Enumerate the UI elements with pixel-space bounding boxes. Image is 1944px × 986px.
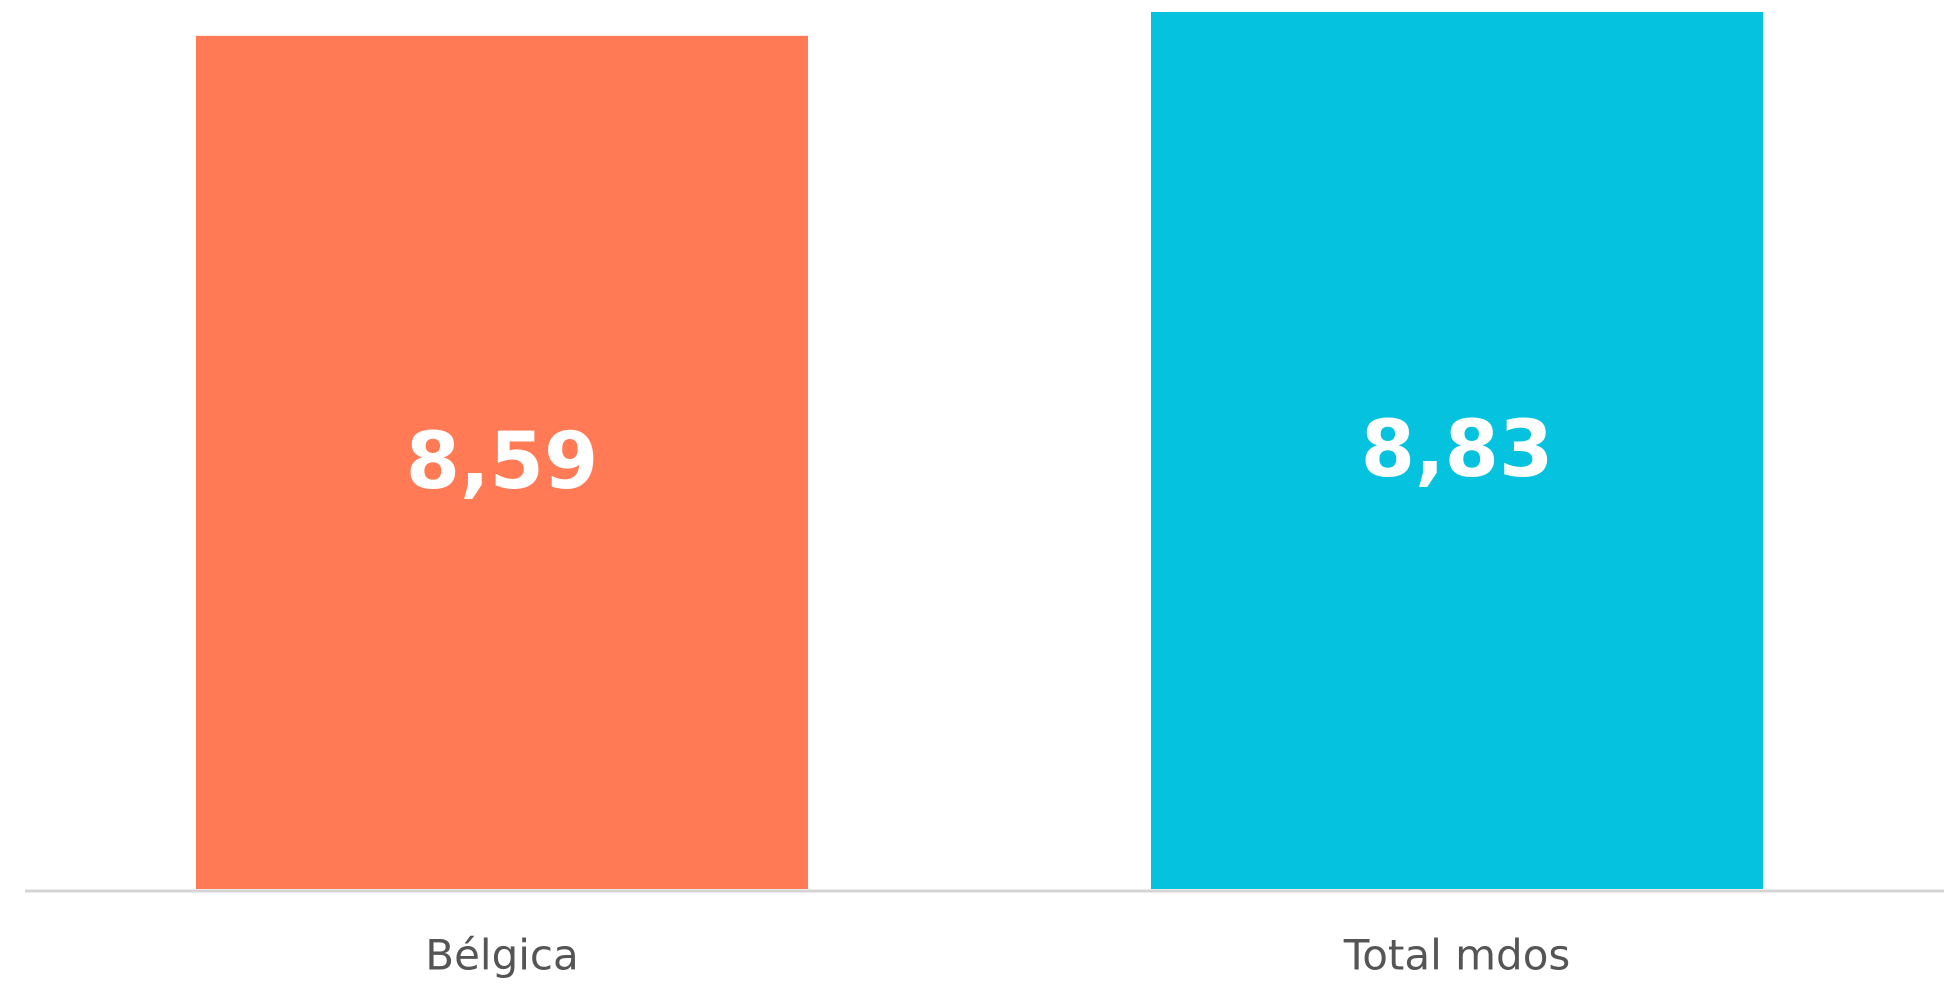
x-tick-label: Total mdos — [1343, 931, 1571, 980]
bar — [196, 35, 808, 890]
bar — [1151, 12, 1763, 889]
value-label: 8,83 — [1361, 405, 1553, 495]
value-label: 8,59 — [406, 417, 598, 507]
x-tick-label: Bélgica — [425, 931, 578, 980]
